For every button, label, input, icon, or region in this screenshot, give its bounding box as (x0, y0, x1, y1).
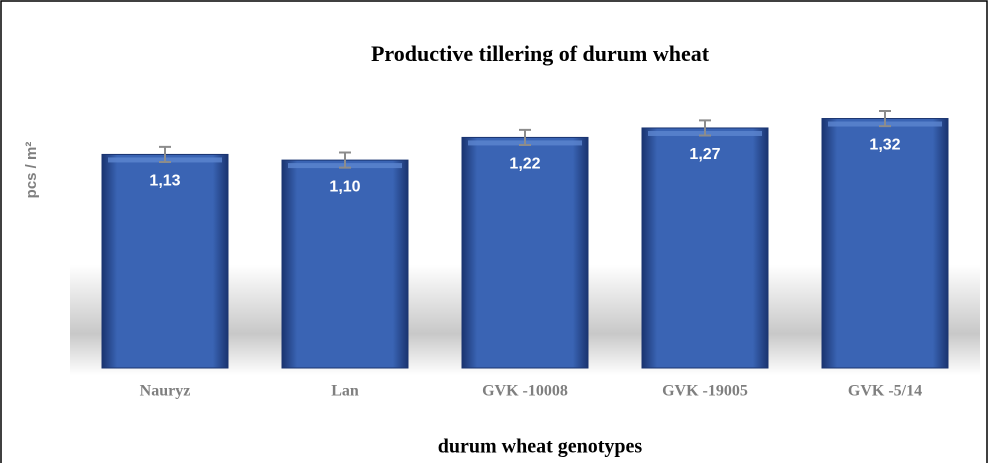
data-label: 1,10 (329, 178, 360, 195)
x-tick-label: GVK -5/14 (848, 383, 922, 400)
error-bar (339, 151, 351, 169)
error-bar (699, 119, 711, 137)
x-tick-label: Nauryz (140, 383, 191, 400)
bar (461, 136, 589, 369)
data-label: 1,32 (869, 137, 900, 154)
chart-title: Productive tillering of durum wheat (371, 41, 710, 66)
data-label: 1,13 (149, 173, 180, 190)
x-axis-title: durum wheat genotypes (438, 436, 643, 458)
bar (821, 118, 949, 369)
error-bar (519, 128, 531, 146)
data-label: 1,27 (689, 146, 720, 163)
x-tick-label: Lan (331, 383, 359, 400)
data-label: 1,22 (509, 156, 540, 173)
bar (281, 159, 409, 369)
x-tick-label: GVK -10008 (482, 383, 568, 400)
error-bar (879, 109, 891, 128)
x-tick-label: GVK -19005 (662, 383, 748, 400)
error-bar (159, 145, 171, 163)
y-axis-title: pcs / m² (23, 142, 40, 199)
bar (641, 127, 769, 369)
bar (101, 153, 229, 369)
